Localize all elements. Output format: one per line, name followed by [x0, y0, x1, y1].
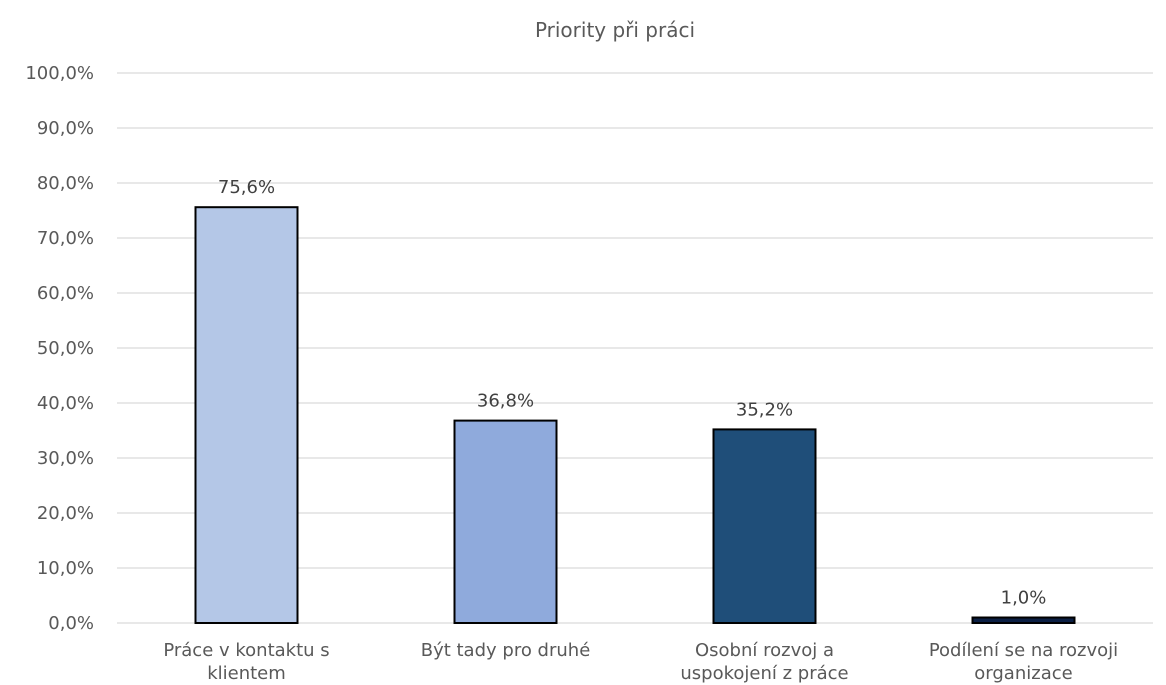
chart-title: Priority při práci — [535, 18, 695, 42]
x-tick-label-line: organizace — [974, 663, 1072, 684]
y-tick-label: 80,0% — [37, 173, 94, 194]
y-tick-label: 100,0% — [25, 63, 94, 84]
y-tick-label: 0,0% — [48, 613, 94, 634]
x-axis-category-labels: Práce v kontaktu s klientem Být tady pro d… — [163, 640, 1118, 684]
y-tick-label: 20,0% — [37, 503, 94, 524]
x-tick-label: Být tady pro druhé — [421, 640, 591, 661]
y-tick-label: 40,0% — [37, 393, 94, 414]
x-tick-label-line: Podílení se na rozvoji — [929, 640, 1118, 661]
y-tick-label: 90,0% — [37, 118, 94, 139]
y-tick-label: 30,0% — [37, 448, 94, 469]
x-tick-label-line: klientem — [207, 663, 286, 684]
y-tick-label: 70,0% — [37, 228, 94, 249]
bar-3 — [712, 428, 817, 624]
y-axis-tick-labels: 0,0% 10,0% 20,0% 30,0% 40,0% 50,0% 60,0% 70,0% 8… — [25, 63, 94, 634]
bars — [194, 206, 1076, 624]
x-tick-label-line: uspokojení z práce — [680, 663, 848, 684]
data-label: 1,0% — [1001, 588, 1047, 609]
data-label: 35,2% — [736, 399, 793, 420]
y-tick-label: 10,0% — [37, 558, 94, 579]
data-labels: 75,6% 36,8% 35,2% 1,0% — [218, 177, 1046, 608]
bar-2 — [453, 419, 558, 624]
x-tick-label-line: Osobní rozvoj a — [695, 640, 834, 661]
x-tick-label: Práce v kontaktu s klientem — [163, 640, 329, 684]
bar-1 — [194, 206, 299, 624]
x-tick-label: Podílení se na rozvoji organizace — [929, 640, 1118, 684]
x-tick-label: Osobní rozvoj a uspokojení z práce — [680, 640, 848, 684]
x-tick-label-line: Být tady pro druhé — [421, 640, 591, 661]
data-label: 75,6% — [218, 177, 275, 198]
data-label: 36,8% — [477, 391, 534, 412]
bar-4 — [971, 616, 1076, 624]
y-tick-label: 60,0% — [37, 283, 94, 304]
y-tick-label: 50,0% — [37, 338, 94, 359]
x-tick-label-line: Práce v kontaktu s — [163, 640, 329, 661]
